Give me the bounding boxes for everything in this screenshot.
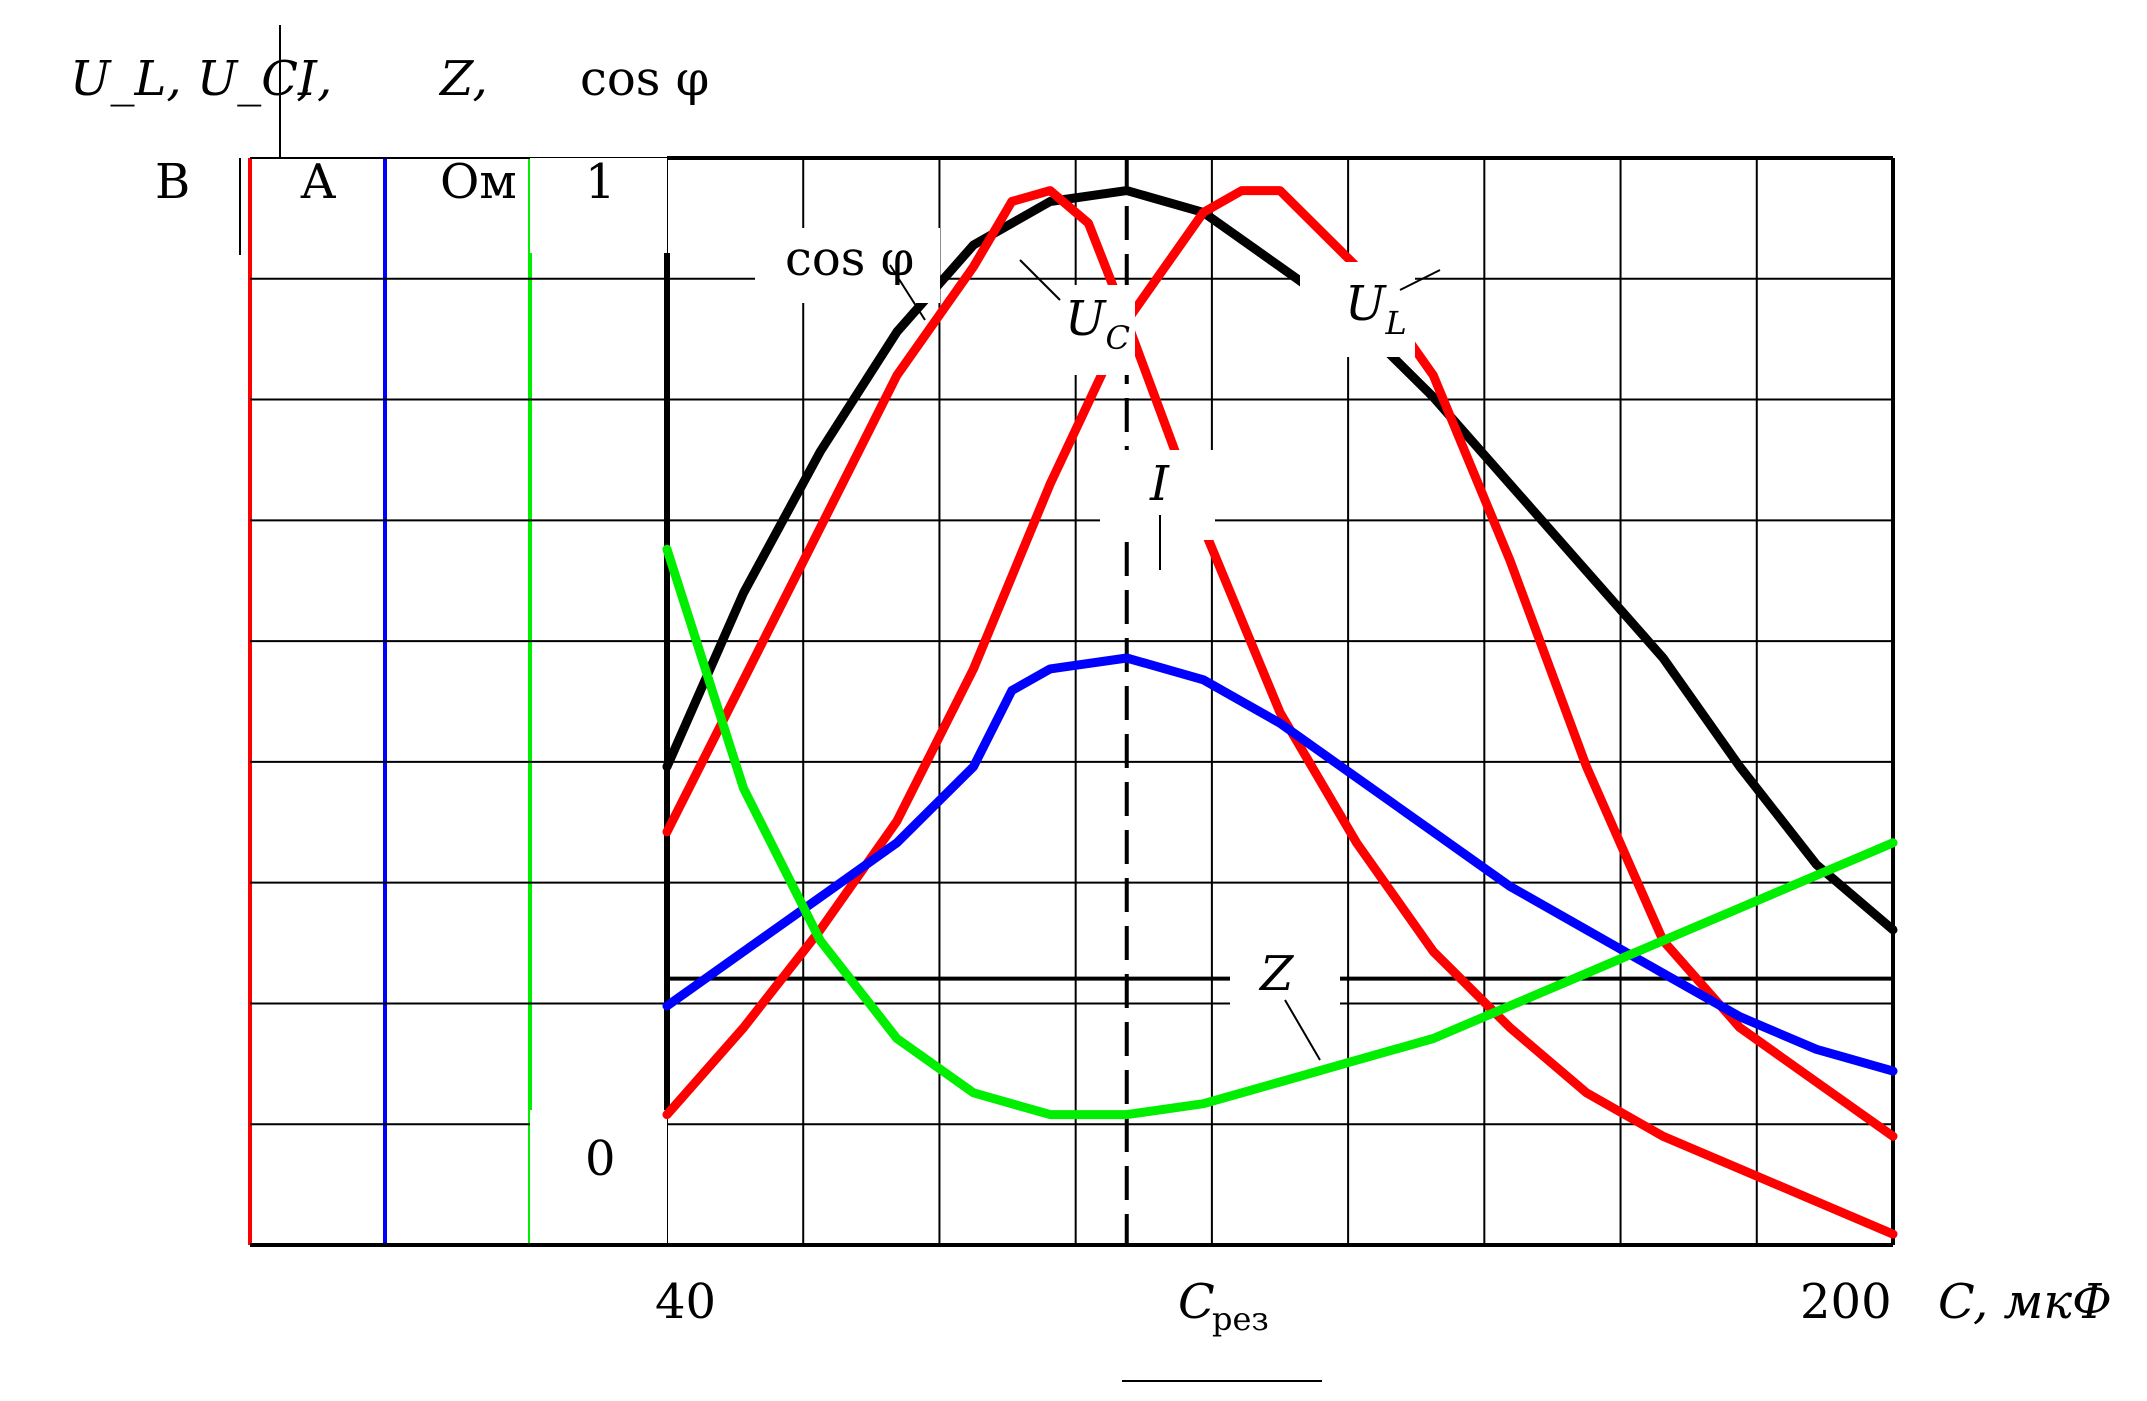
curve-label-cos: cos φ: [785, 231, 914, 287]
labels-group: cos φ UC UL I Z: [755, 228, 1441, 1061]
x-tick-resonance-sub: рез: [1212, 1300, 1269, 1338]
label-mask-0: [755, 228, 940, 303]
cosphi-tick-bottom: 0: [585, 1131, 616, 1187]
series-line-u-l-2: [662, 186, 1898, 1141]
unit-ohm: Ом: [440, 154, 517, 210]
label-leader-2: [1399, 269, 1441, 291]
label-leader-4: [1284, 999, 1321, 1061]
header-ul-uc: U_L, U_C,: [70, 51, 312, 107]
header-z: Z,: [438, 51, 488, 107]
x-tick-resonance: C: [1178, 1274, 1215, 1330]
series-group: [662, 186, 1898, 1239]
label-leader-0: [889, 264, 926, 321]
x-axis-label: C, мкФ: [1938, 1274, 2112, 1330]
label-mask-3: [1100, 450, 1215, 540]
scale-lines: [239, 25, 532, 1245]
series-line-cos-0: [662, 186, 1898, 935]
unit-volt: В: [155, 154, 190, 210]
curve-label-i: I: [1149, 456, 1170, 512]
header-cosphi: cos φ: [580, 51, 709, 107]
label-mask-4: [1230, 915, 1340, 1025]
tick-mask-top: [530, 158, 667, 253]
cosphi-tick-top: 1: [585, 154, 616, 210]
curve-label-u-l: UL: [1345, 276, 1407, 342]
tick-mask-bottom: [530, 1110, 667, 1245]
label-mask-1: [1040, 285, 1135, 375]
label-leader-1: [1019, 259, 1061, 301]
x-tick-40: 40: [655, 1274, 716, 1330]
unit-ampere: А: [300, 154, 336, 210]
grid: [250, 157, 1894, 1246]
axes: [250, 156, 1895, 1247]
series-line-z-4: [662, 544, 1898, 1120]
x-tick-200: 200: [1800, 1274, 1892, 1330]
curve-label-u-c: UC: [1065, 291, 1130, 357]
series-line-i-3: [662, 653, 1898, 1076]
label-mask-2: [1300, 262, 1415, 357]
header-i: I,: [297, 51, 332, 107]
curve-label-z: Z: [1258, 946, 1295, 1002]
